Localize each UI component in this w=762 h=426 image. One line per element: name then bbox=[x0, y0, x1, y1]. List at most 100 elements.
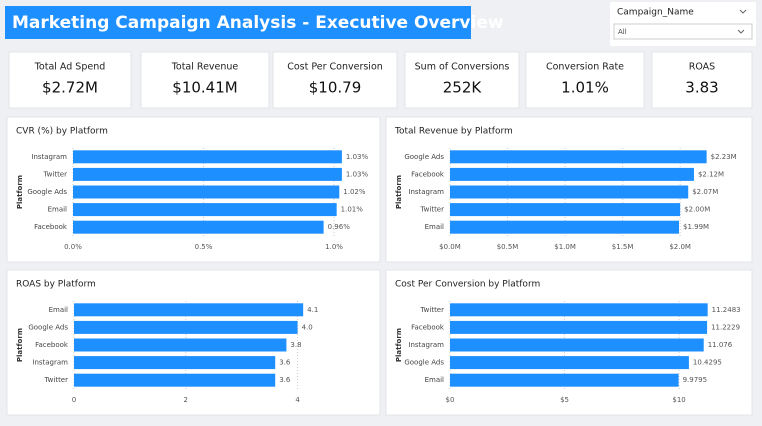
kpi-value: $10.41M bbox=[172, 79, 237, 97]
y-tick-label: Google Ads bbox=[404, 153, 444, 161]
kpi-label: Cost Per Conversion bbox=[287, 62, 383, 73]
y-tick-label: Instagram bbox=[408, 341, 444, 349]
x-tick-label: $2.0M bbox=[669, 243, 691, 251]
y-tick-label: Instagram bbox=[32, 359, 68, 367]
chart-title: Total Revenue by Platform bbox=[394, 127, 513, 137]
data-label: 1.01% bbox=[341, 206, 364, 214]
data-label: $2.12M bbox=[698, 170, 724, 178]
data-label: 11.2483 bbox=[712, 306, 741, 314]
y-axis-label: Platform bbox=[16, 328, 24, 362]
kpi-value: 3.83 bbox=[685, 79, 718, 97]
dashboard-title: Marketing Campaign Analysis - Executive … bbox=[12, 13, 504, 33]
y-tick-label: Google Ads bbox=[404, 359, 444, 367]
bar bbox=[74, 356, 276, 370]
x-tick-label: $1.5M bbox=[612, 243, 634, 251]
slicer-dropdown[interactable] bbox=[613, 23, 753, 40]
data-label: 3.6 bbox=[279, 359, 291, 367]
data-label: 4.1 bbox=[307, 306, 318, 314]
bar bbox=[73, 220, 324, 234]
kpi-card bbox=[651, 51, 753, 109]
x-tick-label: $5 bbox=[560, 396, 569, 404]
y-tick-label: Twitter bbox=[420, 206, 445, 214]
kpi-value: $2.72M bbox=[42, 79, 98, 97]
y-tick-label: Email bbox=[49, 306, 68, 314]
bar bbox=[450, 320, 708, 334]
bar bbox=[450, 220, 680, 234]
data-label: 1.03% bbox=[346, 170, 369, 178]
data-label: $2.00M bbox=[684, 206, 710, 214]
bar bbox=[73, 167, 342, 181]
y-tick-label: Instagram bbox=[31, 153, 67, 161]
bar bbox=[74, 338, 287, 352]
y-axis-label: Platform bbox=[395, 328, 403, 362]
bar bbox=[450, 303, 708, 317]
data-label: $1.99M bbox=[683, 223, 709, 231]
kpi-label: Sum of Conversions bbox=[415, 62, 510, 73]
data-label: 3.8 bbox=[290, 341, 301, 349]
data-label: 11.076 bbox=[708, 341, 733, 349]
x-tick-label: 0 bbox=[72, 396, 76, 404]
data-label: 1.03% bbox=[346, 153, 369, 161]
data-label: 1.02% bbox=[343, 188, 366, 196]
kpi-label: Total Ad Spend bbox=[34, 62, 106, 73]
y-tick-label: Google Ads bbox=[27, 188, 67, 196]
y-tick-label: Google Ads bbox=[28, 323, 68, 331]
x-tick-label: 0.0% bbox=[64, 243, 82, 251]
data-label: 9.9795 bbox=[683, 376, 708, 384]
kpi-label: Total Revenue bbox=[171, 62, 239, 73]
x-tick-label: $0.0M bbox=[439, 243, 461, 251]
y-tick-label: Email bbox=[425, 223, 444, 231]
kpi-value: $10.79 bbox=[309, 79, 362, 97]
y-tick-label: Email bbox=[425, 376, 444, 384]
bar bbox=[450, 356, 689, 370]
kpi-label: Conversion Rate bbox=[546, 62, 624, 73]
data-label: 3.6 bbox=[279, 376, 291, 384]
data-label: 10.4295 bbox=[693, 359, 722, 367]
y-tick-label: Facebook bbox=[411, 170, 445, 178]
x-tick-label: $0.5M bbox=[497, 243, 519, 251]
chart-title: Cost Per Conversion by Platform bbox=[395, 280, 540, 290]
bar bbox=[450, 338, 704, 352]
y-tick-label: Twitter bbox=[43, 170, 68, 178]
slicer-value: All bbox=[618, 28, 627, 36]
kpi-label: ROAS bbox=[689, 62, 715, 73]
bar bbox=[450, 167, 694, 181]
y-tick-label: Twitter bbox=[420, 306, 445, 314]
bar bbox=[74, 320, 298, 334]
kpi-card bbox=[8, 51, 132, 109]
y-tick-label: Twitter bbox=[44, 376, 69, 384]
title-banner bbox=[5, 6, 471, 39]
bar bbox=[450, 150, 707, 164]
x-tick-label: 0.5% bbox=[195, 243, 213, 251]
y-tick-label: Instagram bbox=[408, 188, 444, 196]
bar bbox=[450, 373, 679, 387]
bar bbox=[74, 303, 304, 317]
y-tick-label: Facebook bbox=[34, 223, 68, 231]
data-label: $2.23M bbox=[711, 153, 737, 161]
data-label: 11.2229 bbox=[711, 323, 740, 331]
bar bbox=[73, 203, 337, 217]
bar bbox=[74, 373, 276, 387]
bar bbox=[450, 203, 681, 217]
kpi-card bbox=[272, 51, 398, 109]
chart-title: ROAS by Platform bbox=[16, 280, 96, 290]
x-tick-label: $0 bbox=[446, 396, 455, 404]
x-tick-label: 4 bbox=[295, 396, 300, 404]
slicer-chevron bbox=[739, 9, 747, 14]
x-tick-label: 1.0% bbox=[325, 243, 343, 251]
kpi-value: 252K bbox=[443, 79, 483, 97]
bar bbox=[73, 185, 340, 199]
kpi-card bbox=[140, 51, 270, 109]
x-tick-label: 2 bbox=[184, 396, 188, 404]
y-axis-label: Platform bbox=[395, 175, 403, 209]
y-axis-label: Platform bbox=[16, 175, 24, 209]
y-tick-label: Facebook bbox=[35, 341, 69, 349]
kpi-card bbox=[525, 51, 645, 109]
x-tick-label: $1.0M bbox=[554, 243, 576, 251]
y-tick-label: Facebook bbox=[411, 323, 445, 331]
slicer-label: Campaign_Name bbox=[617, 8, 694, 18]
data-label: $2.07M bbox=[692, 188, 718, 196]
data-label: 0.96% bbox=[328, 223, 351, 231]
y-tick-label: Email bbox=[48, 206, 67, 214]
